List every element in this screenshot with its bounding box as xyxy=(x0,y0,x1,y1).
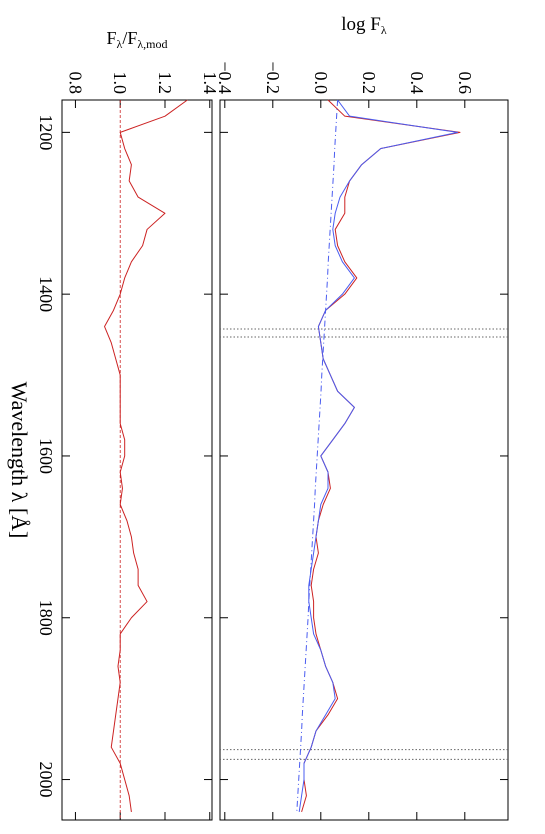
panel-frame xyxy=(219,99,509,821)
y-axis-label: Fλ/Fλ,mod xyxy=(106,28,167,51)
x-tick-label: 1200 xyxy=(36,114,56,150)
label-text: log F xyxy=(341,14,381,35)
label-text: F xyxy=(106,28,116,48)
label-text: /F xyxy=(122,28,137,48)
subscript: λ xyxy=(117,37,123,51)
series-line xyxy=(296,99,339,812)
series-line xyxy=(298,99,459,812)
subscript: λ xyxy=(381,23,387,37)
x-tick-label: 2000 xyxy=(36,762,56,798)
y-tick-label: 1.4 xyxy=(200,72,220,95)
y-tick-label: 0.8 xyxy=(65,72,85,95)
x-axis-label: Wavelength λ [Å] xyxy=(7,382,32,539)
series-line xyxy=(301,99,461,813)
x-tick-label: 1600 xyxy=(36,438,56,474)
x-tick-label: 1800 xyxy=(36,600,56,636)
x-tick-label: 1400 xyxy=(36,276,56,312)
y-tick-label: 0.2 xyxy=(359,72,379,95)
y-tick-label: −0.4 xyxy=(215,61,235,94)
series-line xyxy=(104,99,188,812)
y-tick-label: 0.0 xyxy=(311,72,331,95)
subscript: λ,mod xyxy=(137,37,167,51)
y-tick-label: 1.2 xyxy=(155,72,175,95)
y-tick-label: 0.4 xyxy=(407,72,427,95)
y-axis-label: log Fλ xyxy=(341,14,387,37)
panel-frame xyxy=(61,99,213,821)
y-tick-label: 0.6 xyxy=(455,72,475,95)
y-tick-label: −0.2 xyxy=(263,61,283,94)
y-tick-label: 1.0 xyxy=(110,72,130,95)
